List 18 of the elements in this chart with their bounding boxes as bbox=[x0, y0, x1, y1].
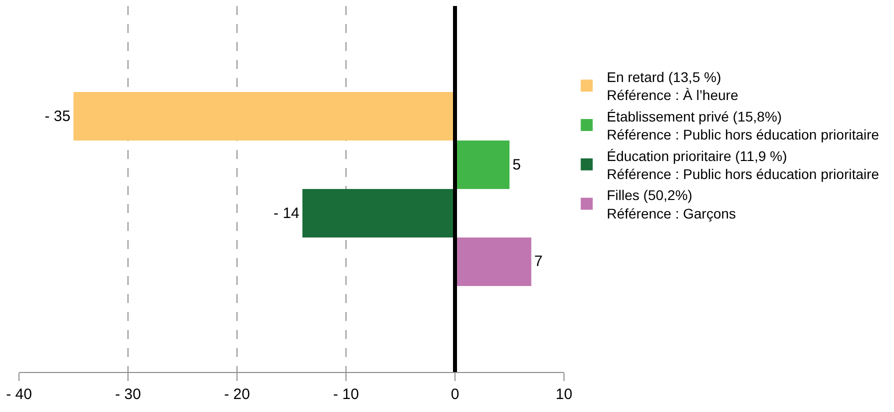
x-tick-label: 0 bbox=[450, 386, 460, 403]
legend-label: Établissement privé (15,8%) Référence : Public hors éducation prioritaire bbox=[606, 108, 880, 143]
data-label: - 35 bbox=[44, 108, 70, 125]
x-tick-label: - 30 bbox=[115, 386, 141, 403]
legend-label: Filles (50,2%) Référence : Garçons bbox=[606, 187, 736, 222]
bar bbox=[455, 238, 532, 286]
bar bbox=[455, 140, 510, 189]
x-tick-label: - 40 bbox=[6, 386, 32, 403]
x-tick-label: - 20 bbox=[224, 386, 250, 403]
x-tick-label: - 10 bbox=[333, 386, 359, 403]
bar bbox=[302, 189, 455, 238]
data-label: 7 bbox=[534, 253, 543, 270]
data-label: 5 bbox=[512, 156, 521, 174]
x-tick-label: 10 bbox=[556, 386, 572, 403]
legend-label: Éducation prioritaire (11,9 %) Référence : Public hors éducation prioritaire bbox=[606, 148, 880, 182]
bar bbox=[74, 92, 455, 141]
data-label: - 14 bbox=[274, 204, 300, 222]
legend-label: En retard (13,5 %) Référence : À l’heure bbox=[606, 68, 738, 104]
